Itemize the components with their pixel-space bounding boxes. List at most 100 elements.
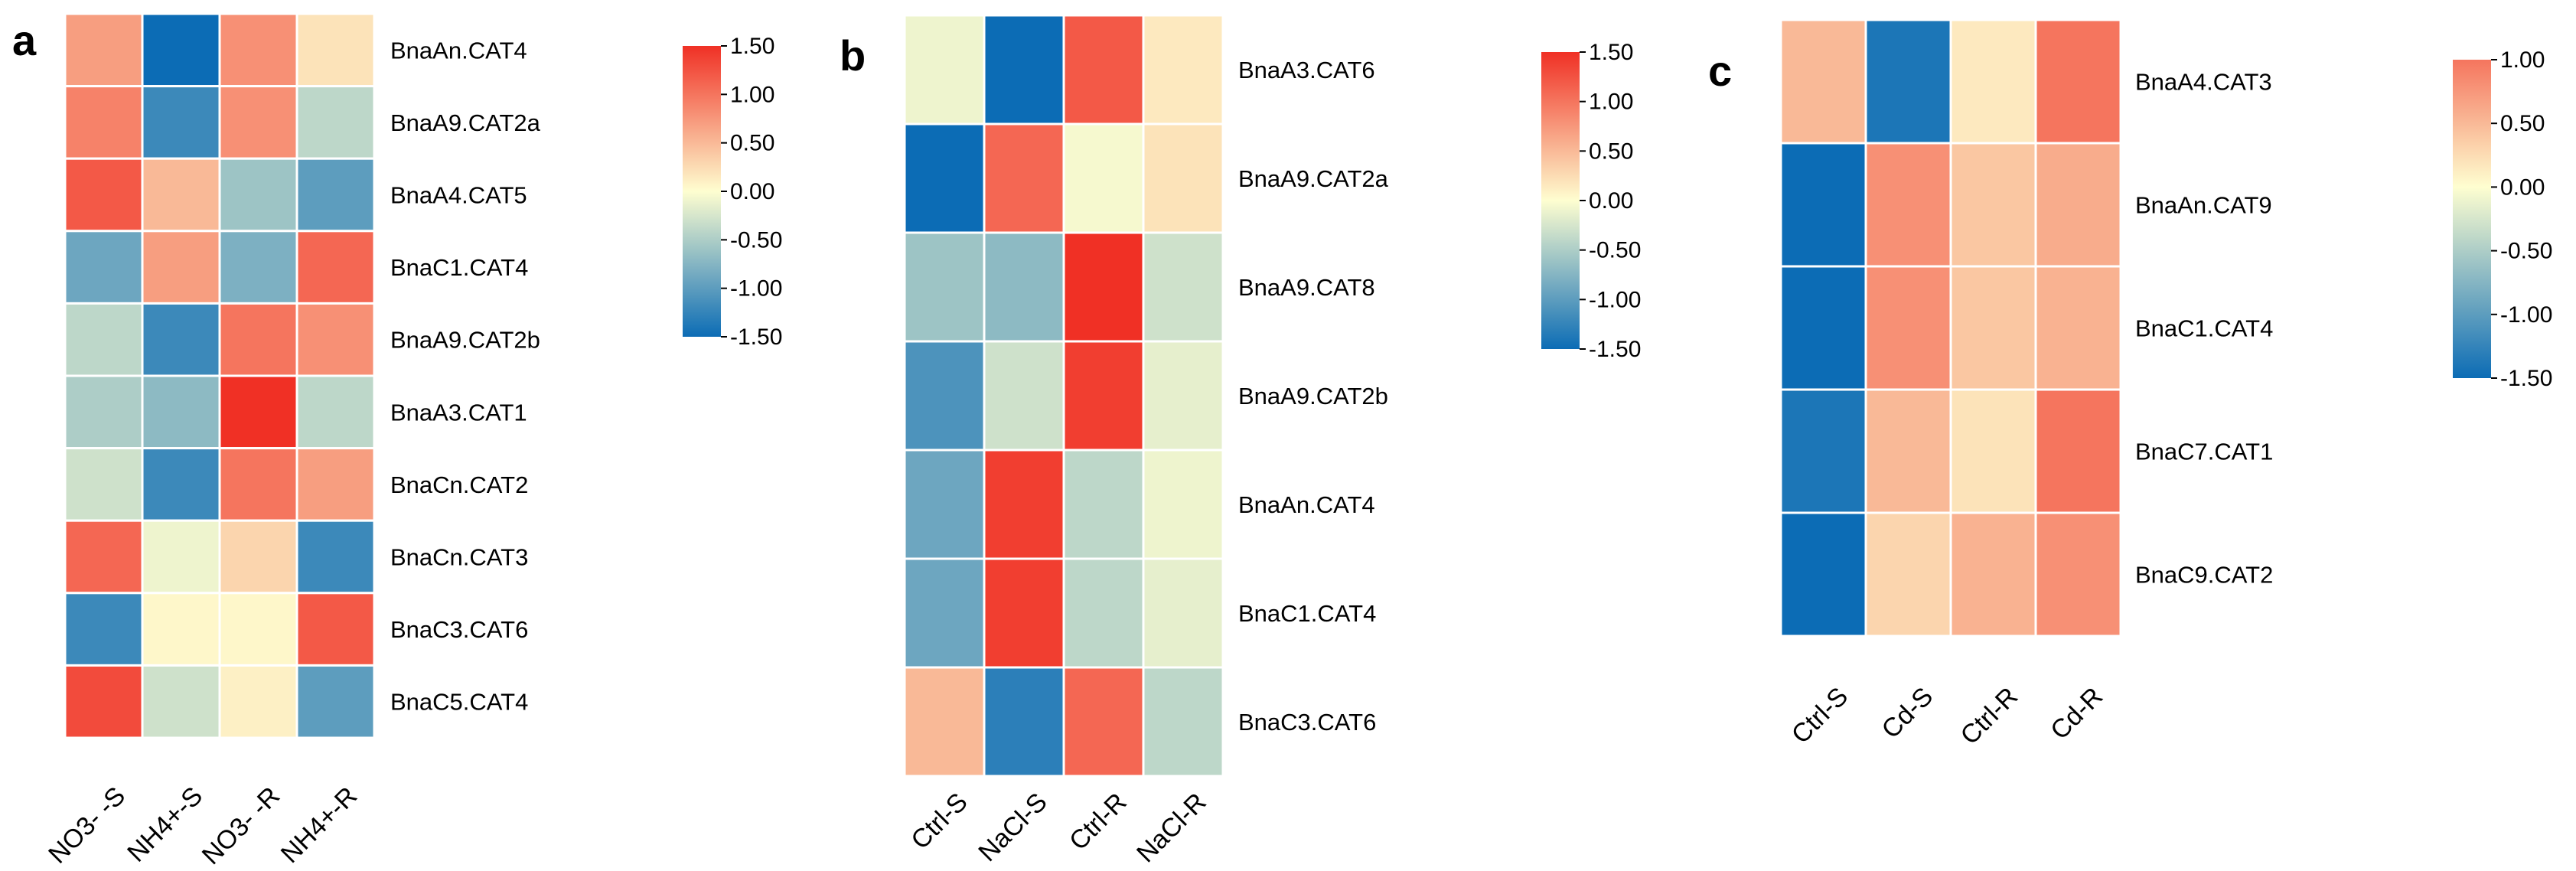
- colorbar-tick-label: -0.50: [2500, 239, 2552, 264]
- heatmap-cell: [903, 449, 986, 560]
- row-label: BnaCn.CAT2: [390, 471, 528, 498]
- heatmap-cell: [2034, 388, 2122, 514]
- heatmap-cell: [218, 302, 298, 377]
- heatmap-cell: [141, 592, 221, 667]
- heatmap-cell: [141, 664, 221, 739]
- heatmap-cell: [2034, 511, 2122, 638]
- row-label: BnaC9.CAT2: [2135, 562, 2273, 589]
- row-label: BnaC3.CAT6: [1238, 709, 1376, 736]
- column-label: Ctrl-S: [1786, 682, 1854, 749]
- row-label: BnaA9.CAT2b: [1238, 383, 1388, 409]
- heatmap-cell: [1864, 142, 1952, 268]
- heatmap-cell: [983, 122, 1065, 234]
- heatmap-cell: [983, 557, 1065, 669]
- heatmap-panel-a: a BnaAn.CAT4 BnaA9.CAT2a BnaA4.CAT5 BnaC1.CA…: [12, 12, 782, 870]
- heatmap-cell: [295, 664, 376, 739]
- heatmap-cell: [1062, 340, 1145, 452]
- row-label: BnaAn.CAT4: [390, 37, 527, 64]
- heatmap-cell: [1779, 511, 1867, 638]
- heatmap-cell: [64, 447, 144, 522]
- row-label: BnaA9.CAT2a: [1238, 165, 1389, 192]
- heatmap-cell: [1062, 231, 1145, 343]
- colorbar-tick-label: -1.00: [730, 276, 782, 302]
- heatmap-cell: [1142, 14, 1224, 126]
- heatmap-cell: [903, 666, 986, 778]
- heatmap-cell: [64, 592, 144, 667]
- heatmap-cell: [983, 666, 1065, 778]
- column-label: NO3- -R: [197, 781, 285, 870]
- colorbar-tick-label: 0.00: [1589, 188, 1633, 214]
- heatmap-cell: [218, 230, 298, 305]
- colorbar-tick-label: -0.50: [1589, 238, 1641, 263]
- heatmap-cell: [218, 12, 298, 88]
- heatmap-cell: [141, 302, 221, 377]
- row-label: BnaA3.CAT1: [390, 399, 527, 426]
- row-label: BnaC1.CAT4: [2135, 315, 2273, 342]
- heatmap-cell: [983, 14, 1065, 126]
- row-label: BnaA9.CAT2b: [390, 327, 540, 354]
- panel-letter: b: [840, 31, 866, 80]
- column-label: Cd-S: [1877, 682, 1939, 745]
- heatmap-cell: [295, 12, 376, 88]
- heatmap-cell: [1142, 231, 1224, 343]
- row-label: BnaA3.CAT6: [1238, 57, 1375, 83]
- heatmap-cell: [218, 447, 298, 522]
- heatmap-cell: [64, 157, 144, 233]
- row-label: BnaC7.CAT1: [2135, 439, 2273, 465]
- colorbar-tick-label: 1.00: [730, 82, 774, 107]
- heatmap-cell: [295, 230, 376, 305]
- heatmap-cell: [2034, 142, 2122, 268]
- row-label: BnaC3.CAT6: [390, 616, 528, 643]
- heatmap-cell: [983, 340, 1065, 452]
- heatmap-cell: [141, 85, 221, 160]
- column-label: NH4+-S: [122, 781, 208, 868]
- colorbar-tick-label: 0.00: [730, 179, 774, 204]
- heatmap-cell: [1949, 142, 2037, 268]
- heatmap-cell: [64, 12, 144, 88]
- colorbar-tick-label: 0.50: [730, 131, 774, 156]
- heatmap-panel-c: c BnaA4.CAT3 BnaAn.CAT9 BnaC1.CAT4 BnaC7.CAT…: [1708, 18, 2552, 751]
- heatmap-cell: [218, 85, 298, 160]
- heatmap-cell: [903, 557, 986, 669]
- column-label: Cd-R: [2045, 682, 2108, 745]
- heatmap-cell: [218, 157, 298, 233]
- column-label: NaCl-S: [973, 788, 1052, 867]
- colorbar: [2453, 60, 2491, 378]
- heatmap-cell: [1864, 511, 1952, 638]
- heatmap-cell: [1864, 265, 1952, 391]
- heatmap-cell: [295, 302, 376, 377]
- heatmap-cell: [64, 230, 144, 305]
- heatmap-cell: [141, 447, 221, 522]
- heatmap-cell: [1864, 388, 1952, 514]
- row-label: BnaA9.CAT2a: [390, 109, 541, 136]
- column-label: Ctrl-R: [1955, 682, 2024, 751]
- heatmap-cell: [1142, 122, 1224, 234]
- heatmap-cell: [1949, 388, 2037, 514]
- heatmap-cell: [295, 447, 376, 522]
- heatmap-cell: [2034, 265, 2122, 391]
- colorbar-tick-label: 0.50: [2500, 111, 2545, 136]
- column-label: NaCl-R: [1131, 788, 1212, 869]
- heatmap-cell: [295, 157, 376, 233]
- row-label: BnaC1.CAT4: [1238, 600, 1376, 627]
- heatmap-cell: [1949, 18, 2037, 145]
- column-label: NO3- -S: [43, 781, 131, 869]
- heatmap-cell: [141, 230, 221, 305]
- heatmap-cell: [903, 122, 986, 234]
- colorbar-tick-label: -1.50: [730, 325, 782, 350]
- heatmap-cell: [218, 592, 298, 667]
- heatmap-cell: [1062, 122, 1145, 234]
- row-label: BnaAn.CAT4: [1238, 491, 1375, 518]
- column-label: NH4+-R: [276, 781, 363, 869]
- colorbar-tick-label: 1.50: [1589, 40, 1633, 65]
- colorbar-tick-label: -1.50: [2500, 366, 2552, 391]
- panel-letter: c: [1708, 47, 1732, 95]
- colorbar: [1541, 52, 1580, 349]
- column-label: Ctrl-R: [1064, 788, 1133, 856]
- heatmap-cell: [218, 374, 298, 450]
- heatmap-cell: [64, 519, 144, 595]
- heatmap-cell: [2034, 18, 2122, 145]
- colorbar-tick-label: 0.00: [2500, 175, 2545, 200]
- row-label: BnaC1.CAT4: [390, 254, 528, 281]
